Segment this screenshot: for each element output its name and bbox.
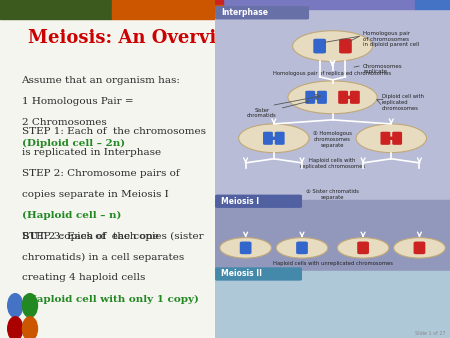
Circle shape — [22, 317, 37, 338]
Bar — [215, 271, 450, 338]
Text: Chromosomes
replicate: Chromosomes replicate — [363, 64, 403, 74]
Text: Haploid cells with unreplicated chromosomes: Haploid cells with unreplicated chromoso… — [273, 261, 392, 266]
Text: STEP 1: Each of  the chromosomes: STEP 1: Each of the chromosomes — [22, 127, 206, 136]
Bar — [215, 0, 223, 5]
Text: Homologous pair of replicated chromosomes: Homologous pair of replicated chromosome… — [274, 71, 392, 76]
Circle shape — [8, 294, 23, 317]
Text: (Haploid cell with only 1 copy): (Haploid cell with only 1 copy) — [22, 294, 198, 304]
Circle shape — [346, 96, 351, 98]
Bar — [215, 200, 450, 271]
Text: STEP 3: Each of  the copies (sister: STEP 3: Each of the copies (sister — [22, 232, 203, 241]
Text: Homologous pair
of chromosomes
in diploid parent cell: Homologous pair of chromosomes in diploi… — [363, 31, 419, 47]
FancyBboxPatch shape — [215, 267, 302, 281]
Text: BUT 2 copies of  each one: BUT 2 copies of each one — [22, 232, 158, 241]
Text: (Diploid cell – 2n): (Diploid cell – 2n) — [22, 139, 125, 148]
Ellipse shape — [276, 238, 328, 258]
Ellipse shape — [220, 238, 271, 258]
Bar — [112, 0, 215, 19]
Circle shape — [314, 96, 319, 98]
FancyBboxPatch shape — [313, 39, 326, 53]
Text: Sister
chromatids: Sister chromatids — [247, 101, 309, 118]
Bar — [215, 0, 450, 200]
Text: Haploid cells with
replicated chromosomes: Haploid cells with replicated chromosome… — [300, 158, 365, 169]
Bar — [415, 0, 450, 9]
Text: 2 Chromosomes: 2 Chromosomes — [22, 118, 106, 127]
FancyBboxPatch shape — [392, 132, 402, 145]
Text: Meiosis: An Overview: Meiosis: An Overview — [28, 29, 243, 47]
Text: copies separate in Meiosis I: copies separate in Meiosis I — [22, 190, 168, 199]
Text: (Haploid cell – n): (Haploid cell – n) — [22, 211, 121, 220]
Ellipse shape — [337, 238, 389, 258]
FancyBboxPatch shape — [296, 242, 308, 254]
Ellipse shape — [288, 81, 377, 114]
Ellipse shape — [292, 31, 373, 62]
Ellipse shape — [238, 124, 309, 153]
FancyBboxPatch shape — [215, 195, 302, 208]
FancyBboxPatch shape — [275, 132, 285, 145]
Text: STEP 2: Chromosome pairs of: STEP 2: Chromosome pairs of — [22, 169, 179, 178]
Ellipse shape — [394, 238, 446, 258]
Bar — [215, 5, 223, 9]
FancyBboxPatch shape — [414, 242, 425, 254]
FancyBboxPatch shape — [305, 91, 315, 104]
FancyBboxPatch shape — [317, 91, 327, 104]
Bar — [215, 0, 415, 9]
Text: 1 Homologous Pair =: 1 Homologous Pair = — [22, 97, 133, 106]
FancyBboxPatch shape — [357, 242, 369, 254]
Circle shape — [389, 137, 394, 139]
Text: Assume that an organism has:: Assume that an organism has: — [22, 76, 180, 85]
FancyBboxPatch shape — [263, 132, 273, 145]
FancyBboxPatch shape — [339, 39, 352, 53]
Text: Interphase: Interphase — [221, 8, 268, 17]
FancyBboxPatch shape — [215, 6, 309, 20]
Text: ① Homologous
chromosomes
separate: ① Homologous chromosomes separate — [313, 131, 352, 148]
Text: chromatids) in a cell separates: chromatids) in a cell separates — [22, 252, 184, 262]
FancyBboxPatch shape — [380, 132, 390, 145]
Ellipse shape — [356, 124, 427, 153]
Circle shape — [271, 137, 276, 139]
FancyBboxPatch shape — [350, 91, 360, 104]
Text: Slide 1 of 27: Slide 1 of 27 — [415, 332, 446, 336]
Text: Meiosis II: Meiosis II — [221, 269, 262, 279]
Text: creating 4 haploid cells: creating 4 haploid cells — [22, 273, 145, 283]
Text: Meiosis I: Meiosis I — [221, 197, 259, 206]
Circle shape — [22, 294, 37, 317]
Bar — [0, 0, 112, 19]
FancyBboxPatch shape — [240, 242, 252, 254]
Text: Diploid cell with
replicated
chromosomes: Diploid cell with replicated chromosomes — [382, 94, 424, 111]
FancyBboxPatch shape — [338, 91, 348, 104]
Text: is replicated in Interphase: is replicated in Interphase — [22, 148, 161, 157]
Text: ② Sister chromatids
separate: ② Sister chromatids separate — [306, 190, 359, 200]
Circle shape — [8, 317, 23, 338]
